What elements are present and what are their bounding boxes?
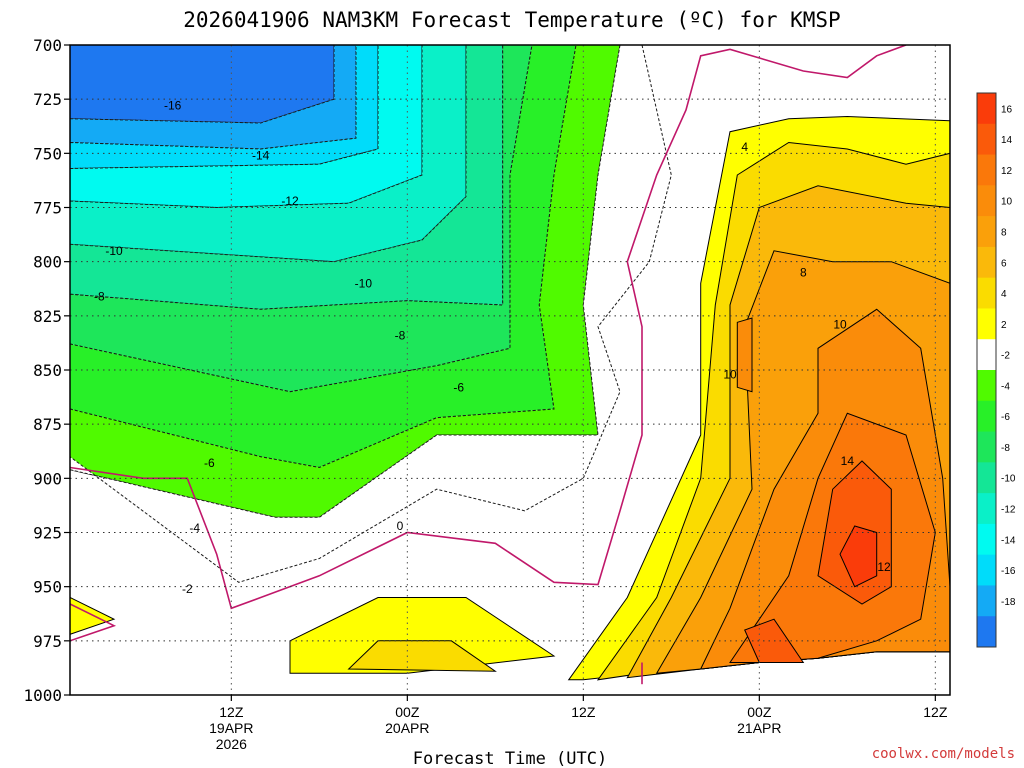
source-credit: coolwx.com/models [872, 746, 1015, 762]
temp-region-2-10 [70, 596, 116, 635]
temp-region-2-11 [289, 597, 556, 674]
y-tick-label-800: 800 [33, 253, 62, 272]
contour-label-11: 0 [397, 519, 404, 533]
colorbar-label-0: 16 [1001, 104, 1013, 115]
x-tick-label-18-0: 00Z [395, 704, 420, 720]
colorbar-label-6: 4 [1001, 289, 1007, 300]
temp-region-m8-6 [70, 45, 533, 393]
contour-label-10: -2 [182, 582, 193, 596]
x-tick-label-6-1: 19APR [209, 720, 253, 736]
y-tick-label-825: 825 [33, 307, 62, 326]
y-tick-label-875: 875 [33, 415, 62, 434]
colorbar-swatch-13 [977, 493, 996, 525]
colorbar-label-2: 12 [1001, 166, 1013, 177]
y-tick-label-775: 775 [33, 199, 62, 218]
y-tick-label-900: 900 [33, 469, 62, 488]
colorbar-swatch-9 [977, 370, 996, 402]
zero-isotherm-line-1 [70, 603, 117, 642]
y-axis: 700 725 750 775 800 825 850 875 900 925 950 975 1000 [23, 36, 70, 705]
x-tick-label-6-2: 2026 [216, 736, 247, 752]
colorbar-frame [976, 92, 997, 648]
temp-region-16-22 [839, 525, 878, 588]
temp-region-m16-2 [70, 45, 379, 170]
y-tick-label-925: 925 [33, 524, 62, 543]
colorbar-swatch-7 [977, 308, 996, 340]
contour-label-layer: -16 -14 -12 -10 -10 -8 -8 -6 -6 -4 -2 0 4 8 10 10 14 12 [94, 99, 891, 596]
x-tick-label-18-1: 20APR [385, 720, 429, 736]
temp-region-4-13 [347, 640, 497, 672]
colorbar-swatch-5 [977, 246, 996, 279]
colorbar-swatch-8 [977, 339, 996, 371]
x-tick-label-30-0: 12Z [571, 704, 596, 720]
contour-label-8: -6 [204, 456, 215, 470]
colorbar-label-14: -14 [1001, 535, 1016, 546]
contour-label-6: -8 [395, 328, 406, 342]
contour-label-9: -4 [189, 521, 200, 535]
colorbar-label-11: -8 [1001, 443, 1010, 454]
colorbar-swatch-0 [977, 93, 996, 125]
contour-label-5: -8 [94, 289, 105, 303]
y-tick-label-975: 975 [33, 632, 62, 651]
contour-label-17: 12 [877, 560, 891, 574]
colorbar-label-9: -4 [1001, 381, 1010, 392]
colorbar-swatch-6 [977, 277, 996, 309]
chart-title: 2026041906 NAM3KM Forecast Temperature (… [183, 8, 840, 32]
colorbar-swatch-12 [977, 462, 996, 494]
contour-label-16: 14 [841, 454, 855, 468]
colorbar-swatch-14 [977, 523, 996, 556]
colorbar-label-1: 14 [1001, 135, 1013, 146]
y-tick-label-850: 850 [33, 361, 62, 380]
colorbar-label-8: -2 [1001, 351, 1010, 362]
y-tick-label-750: 750 [33, 144, 62, 163]
temp-region-m20-0 [70, 45, 335, 124]
contour-label-4: -10 [355, 276, 373, 290]
x-tick-label-6-0: 12Z [219, 704, 244, 720]
y-tick-label-950: 950 [33, 578, 62, 597]
colorbar: 16 14 12 10 8 6 4 2 -2 -4 -6 -8 -10 -12 -14 -16 -18 [976, 92, 1016, 648]
zero-isotherm-layer [70, 45, 907, 685]
contour-label-0: -16 [164, 99, 182, 113]
contour-label-15: 10 [723, 367, 737, 381]
contour-label-1: -14 [252, 149, 270, 163]
colorbar-swatch-10 [977, 400, 996, 433]
temp-region-m2-9 [70, 45, 672, 583]
colorbar-label-12: -10 [1001, 474, 1016, 485]
x-tick-label-42-0: 00Z [747, 704, 772, 720]
colorbar-swatch-17 [977, 616, 996, 648]
contour-label-3: -10 [105, 244, 123, 258]
colorbar-label-7: 2 [1001, 320, 1007, 331]
contour-label-12: 4 [741, 140, 748, 154]
x-axis-label: Forecast Time (UTC) [413, 749, 607, 768]
colorbar-label-10: -6 [1001, 412, 1010, 423]
contour-label-7: -6 [453, 380, 464, 394]
colorbar-swatch-1 [977, 123, 996, 156]
colorbar-label-3: 10 [1001, 197, 1013, 208]
colorbar-swatch-3 [977, 185, 996, 217]
y-tick-label-725: 725 [33, 90, 62, 109]
y-tick-label-700: 700 [33, 36, 62, 55]
contour-label-13: 8 [800, 266, 807, 280]
colorbar-label-5: 6 [1001, 258, 1007, 269]
colorbar-swatch-2 [977, 154, 996, 186]
contour-label-14: 10 [833, 318, 847, 332]
colorbar-swatch-11 [977, 431, 996, 463]
x-tick-label-42-1: 21APR [737, 720, 781, 736]
colorbar-label-15: -16 [1001, 566, 1016, 577]
colorbar-swatch-16 [977, 585, 996, 617]
y-tick-label-1000: 1000 [23, 686, 62, 705]
temp-region-10-18 [736, 317, 753, 393]
colorbar-swatch-4 [977, 216, 996, 248]
contour-label-2: -12 [281, 194, 299, 208]
colorbar-label-4: 8 [1001, 228, 1007, 239]
colorbar-label-16: -18 [1001, 597, 1016, 608]
colorbar-swatch-15 [977, 554, 996, 586]
zero-isotherm-line-0 [70, 45, 907, 610]
x-tick-label-54-0: 12Z [923, 704, 948, 720]
colorbar-label-13: -12 [1001, 505, 1016, 516]
grid-layer [70, 45, 950, 695]
